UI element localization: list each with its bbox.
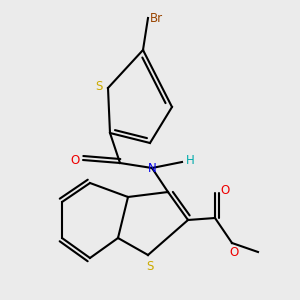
Text: N: N [148,161,156,175]
Text: H: H [186,154,194,167]
Text: S: S [95,80,103,92]
Text: O: O [70,154,80,166]
Text: O: O [230,247,238,260]
Text: Br: Br [149,11,163,25]
Text: S: S [146,260,154,274]
Text: O: O [220,184,230,197]
